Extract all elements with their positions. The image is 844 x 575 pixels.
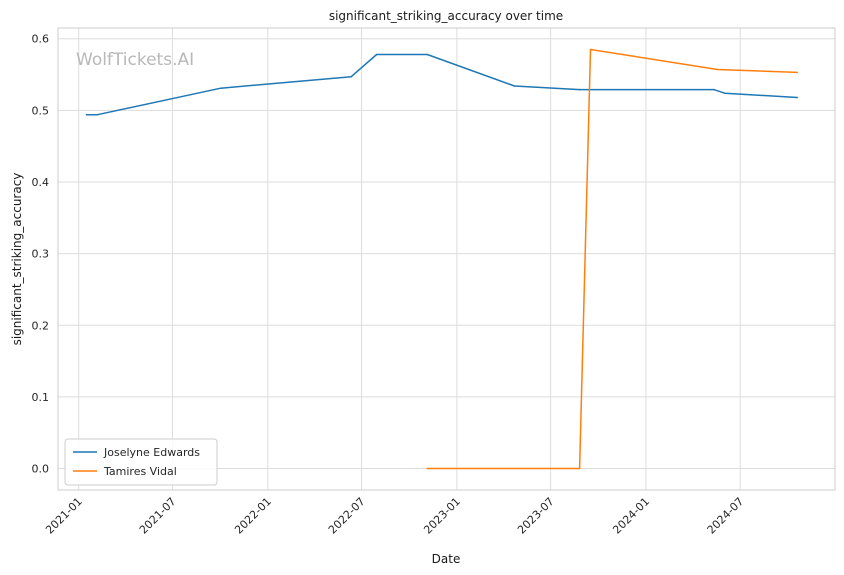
legend-label-joselyne-edwards: Joselyne Edwards	[103, 446, 200, 459]
data-point-joselyne-edwards	[796, 96, 798, 99]
chart-title: significant_striking_accuracy over time	[329, 9, 563, 23]
y-tick-label: 0.4	[32, 176, 50, 189]
data-point-joselyne-edwards	[723, 92, 726, 94]
legend-box	[64, 438, 218, 486]
legend: Joselyne Edwards Tamires Vidal	[64, 438, 218, 486]
grid	[58, 28, 835, 490]
data-point-tamires-vidal	[716, 68, 719, 71]
data-point-joselyne-edwards	[578, 88, 581, 91]
data-point-joselyne-edwards	[426, 53, 429, 56]
data-point-joselyne-edwards	[513, 85, 516, 87]
y-tick-label: 0.1	[32, 391, 50, 404]
data-point-joselyne-edwards	[375, 53, 378, 56]
x-axis-label: Date	[432, 552, 461, 566]
y-tick-label: 0.3	[32, 248, 50, 261]
y-tick-label: 0.0	[32, 463, 50, 476]
data-point-joselyne-edwards	[219, 87, 222, 89]
data-point-joselyne-edwards	[96, 113, 99, 116]
y-axis-label: significant_striking_accuracy	[10, 173, 24, 346]
data-point-tamires-vidal	[426, 467, 429, 470]
data-point-joselyne-edwards	[350, 75, 353, 78]
watermark: WolfTickets.AI	[76, 50, 194, 70]
legend-label-tamires-vidal: Tamires Vidal	[103, 465, 177, 478]
data-point-tamires-vidal	[796, 71, 798, 74]
data-point-tamires-vidal	[578, 467, 581, 470]
y-tick-label: 0.2	[32, 319, 50, 332]
plot-frame	[57, 27, 836, 491]
y-tick-label: 0.5	[32, 104, 50, 117]
y-tick-label: 0.6	[32, 33, 50, 46]
data-point-joselyne-edwards	[713, 88, 715, 91]
series-layer	[85, 48, 798, 470]
data-point-tamires-vidal	[589, 48, 592, 51]
data-point-joselyne-edwards	[85, 113, 88, 116]
